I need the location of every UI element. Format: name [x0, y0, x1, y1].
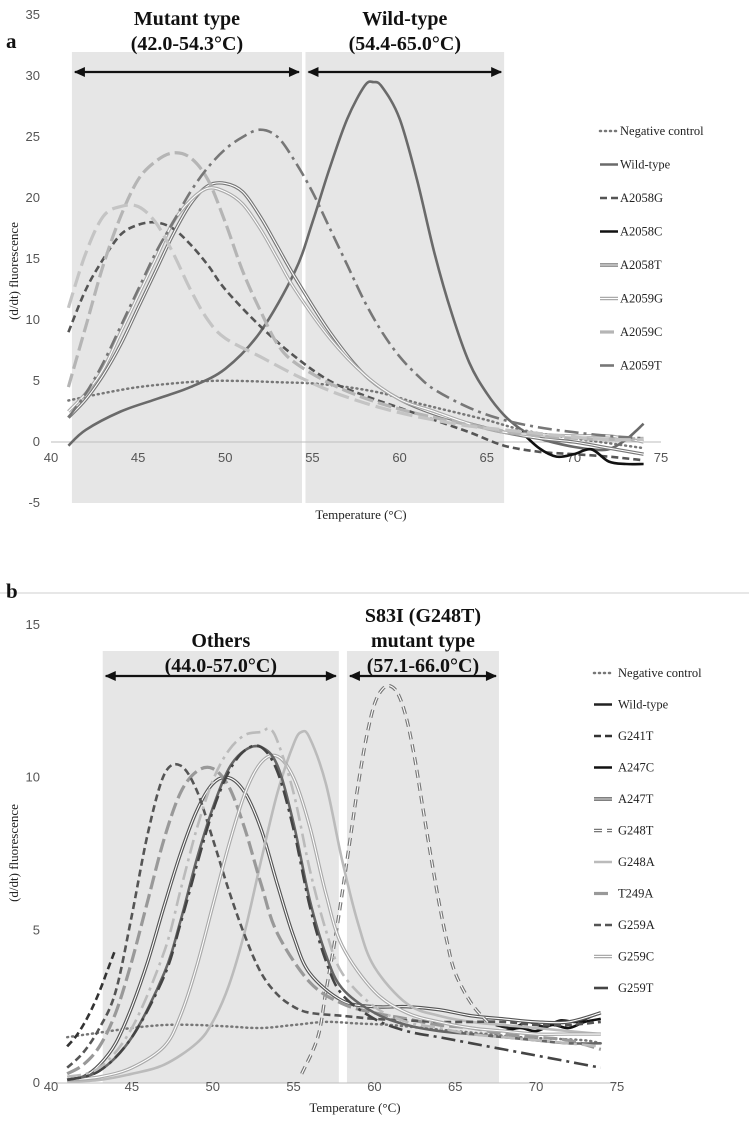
panel-a: a Mutant type (42.0-54.3°C) Wild-type (54.4…	[6, 7, 704, 522]
legend-item-t249a: T249A	[618, 887, 653, 901]
region-s83i-label_line1: mutant type	[371, 630, 475, 652]
series-negative-control	[65, 1020, 603, 1045]
panel-b-label: b	[6, 579, 18, 603]
legend-item-g259t: G259T	[618, 981, 654, 995]
ytick--5: -5	[28, 495, 40, 510]
ytick-10: 10	[26, 312, 40, 327]
xtick-40: 40	[44, 450, 58, 465]
xtick-40: 40	[44, 1079, 58, 1094]
region-others-arrowhead-right	[325, 671, 337, 681]
xtick-60: 60	[392, 450, 406, 465]
xtick-50: 50	[205, 1079, 219, 1094]
series-a2058c	[520, 431, 644, 466]
legend-item-wild-type: Wild-type	[618, 698, 669, 712]
series-wild-type	[67, 80, 645, 452]
ytick-5: 5	[33, 373, 40, 388]
legend-item-g241t: G241T	[618, 729, 654, 743]
region-wild-label_line1: Wild-type	[362, 8, 447, 30]
xtick-70: 70	[529, 1079, 543, 1094]
region-others-label_line2: (44.0-57.0°C)	[165, 655, 277, 677]
panel-a-ylabel: (d/dt) fluorescence	[6, 222, 21, 320]
series-a2059t	[67, 128, 644, 440]
region-s83i-arrowhead-left	[348, 671, 360, 681]
xtick-60: 60	[367, 1079, 381, 1094]
region-mutant-arrowhead-left	[73, 67, 85, 77]
legend-item-a2059c: A2059C	[620, 325, 662, 339]
legend-item-a2058g: A2058G	[620, 191, 663, 205]
series-a2059g-inner	[67, 187, 644, 443]
ytick-25: 25	[26, 129, 40, 144]
legend-item-g248t: G248T	[618, 824, 654, 838]
xtick-65: 65	[448, 1079, 462, 1094]
region-wild-arrowhead-left	[307, 67, 319, 77]
xtick-75: 75	[654, 450, 668, 465]
legend-item-a2059g: A2059G	[620, 292, 663, 306]
series-light-dash-trace	[66, 203, 644, 442]
region-s83i-arrowhead-right	[485, 671, 497, 681]
region-s83i-label_line2: (57.1-66.0°C)	[367, 655, 479, 677]
ytick-10: 10	[26, 770, 40, 785]
legend-item-a247c: A247C	[618, 761, 654, 775]
series-g259t	[66, 744, 602, 1082]
ytick-20: 20	[26, 190, 40, 205]
panel-b-xlabel: Temperature (°C)	[309, 1100, 400, 1115]
legend-item-g248a: G248A	[618, 855, 655, 869]
series-a247t-inner	[67, 776, 601, 1081]
panel-b: b Others (44.0-57.0°C) S83I (G248T) mutant …	[6, 579, 702, 1115]
ytick-35: 35	[26, 7, 40, 22]
region-mutant-shade	[71, 52, 302, 503]
region-others-arrowhead-left	[104, 671, 116, 681]
region-mutant-arrowhead-right	[288, 67, 300, 77]
legend-item-negative-control: Negative control	[620, 124, 704, 138]
ytick-30: 30	[26, 68, 40, 83]
region-mutant-label_line2: (42.0-54.3°C)	[131, 33, 243, 55]
region-wild-arrowhead-right	[491, 67, 503, 77]
legend-item-a2058t: A2058T	[620, 258, 662, 272]
legend-item-negative-control: Negative control	[618, 666, 702, 680]
ytick-15: 15	[26, 617, 40, 632]
region-mutant-label_line1: Mutant type	[134, 8, 240, 30]
xtick-75: 75	[610, 1079, 624, 1094]
xtick-55: 55	[305, 450, 319, 465]
legend-item-a247t: A247T	[618, 792, 654, 806]
xtick-65: 65	[479, 450, 493, 465]
legend-item-g259c: G259C	[618, 950, 654, 964]
xtick-50: 50	[218, 450, 232, 465]
series-g259a	[66, 762, 601, 1069]
region-others-label_line1: Others	[191, 630, 250, 652]
series-g241t	[66, 948, 117, 1048]
xtick-45: 45	[125, 1079, 139, 1094]
legend-item-a2058c: A2058C	[620, 225, 662, 239]
ytick-5: 5	[33, 922, 40, 937]
legend-item-a2059t: A2059T	[620, 359, 662, 373]
panel-b-ylabel: (d/dt) fluorescence	[6, 804, 21, 902]
series-g259c-inner	[67, 754, 601, 1081]
xtick-45: 45	[131, 450, 145, 465]
ytick-0: 0	[33, 434, 40, 449]
region-wild-label_line2: (54.4-65.0°C)	[349, 33, 461, 55]
series-a2059c	[66, 151, 644, 442]
ytick-0: 0	[33, 1075, 40, 1090]
legend-item-g259a: G259A	[618, 918, 655, 932]
panel-a-label: a	[6, 29, 17, 53]
panel-a-xlabel: Temperature (°C)	[315, 507, 406, 522]
region-s83i-label_line0: S83I (G248T)	[365, 605, 481, 627]
ytick-15: 15	[26, 251, 40, 266]
series-light-dashdot-trace	[66, 727, 601, 1079]
xtick-55: 55	[286, 1079, 300, 1094]
legend-item-wild-type: Wild-type	[620, 158, 671, 172]
